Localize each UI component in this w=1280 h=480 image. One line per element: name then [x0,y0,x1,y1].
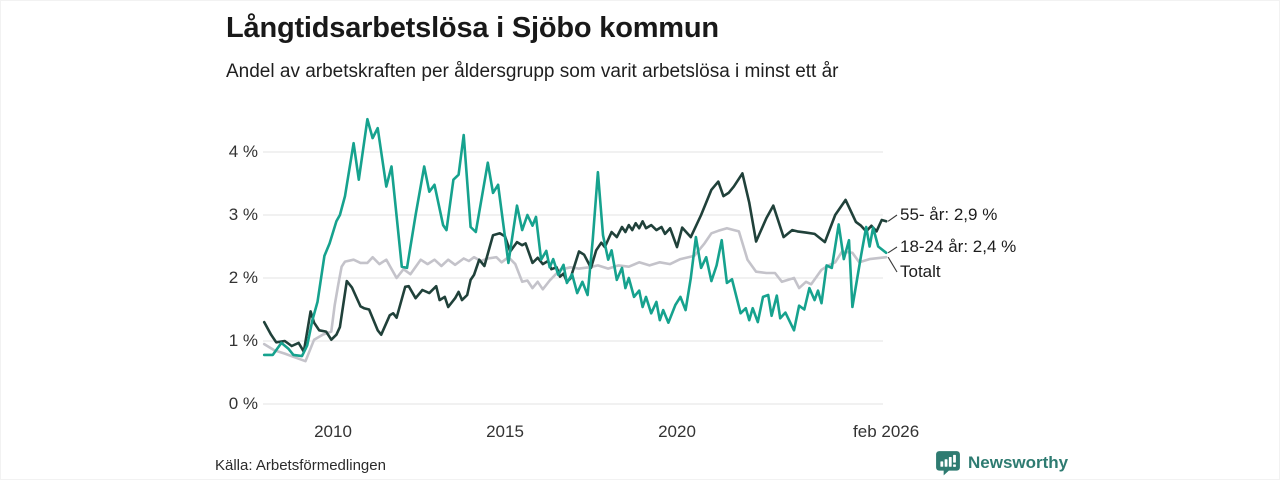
page-subtitle: Andel av arbetskraften per åldersgrupp s… [226,61,839,82]
bar-chart-speech-bubble-icon [936,451,960,476]
y-axis-tick-label: 2 % [228,268,258,287]
leader-line-55-ar [887,214,898,222]
series-end-label-18-24-ar: 18-24 år: 2,4 % [900,237,1017,256]
brand-name: Newsworthy [968,453,1069,472]
x-axis-tick-label: 2020 [658,422,696,441]
y-axis-tick-label: 3 % [228,205,258,224]
leader-line-18-24-ar [887,246,898,254]
series-line-totalt [262,226,888,363]
y-axis-tick-label: 0 % [228,394,258,413]
source-note: Källa: Arbetsförmedlingen [215,457,386,474]
page-title: Långtidsarbetslösa i Sjöbo kommun [226,12,719,44]
x-axis-tick-label: 2010 [314,422,352,441]
x-axis-tick-label: 2015 [486,422,524,441]
y-axis-tick-label: 4 % [228,142,258,161]
x-axis-tick-label: feb 2026 [853,422,920,441]
newsworthy-logo: Newsworthy [935,450,1068,476]
series-end-label-55-ar: 55- år: 2,9 % [900,205,998,224]
leader-line-totalt [887,256,898,273]
series-line-18-24-ar [262,117,888,358]
series-end-label-totalt: Totalt [900,262,941,281]
y-axis-tick-label: 1 % [228,331,258,350]
